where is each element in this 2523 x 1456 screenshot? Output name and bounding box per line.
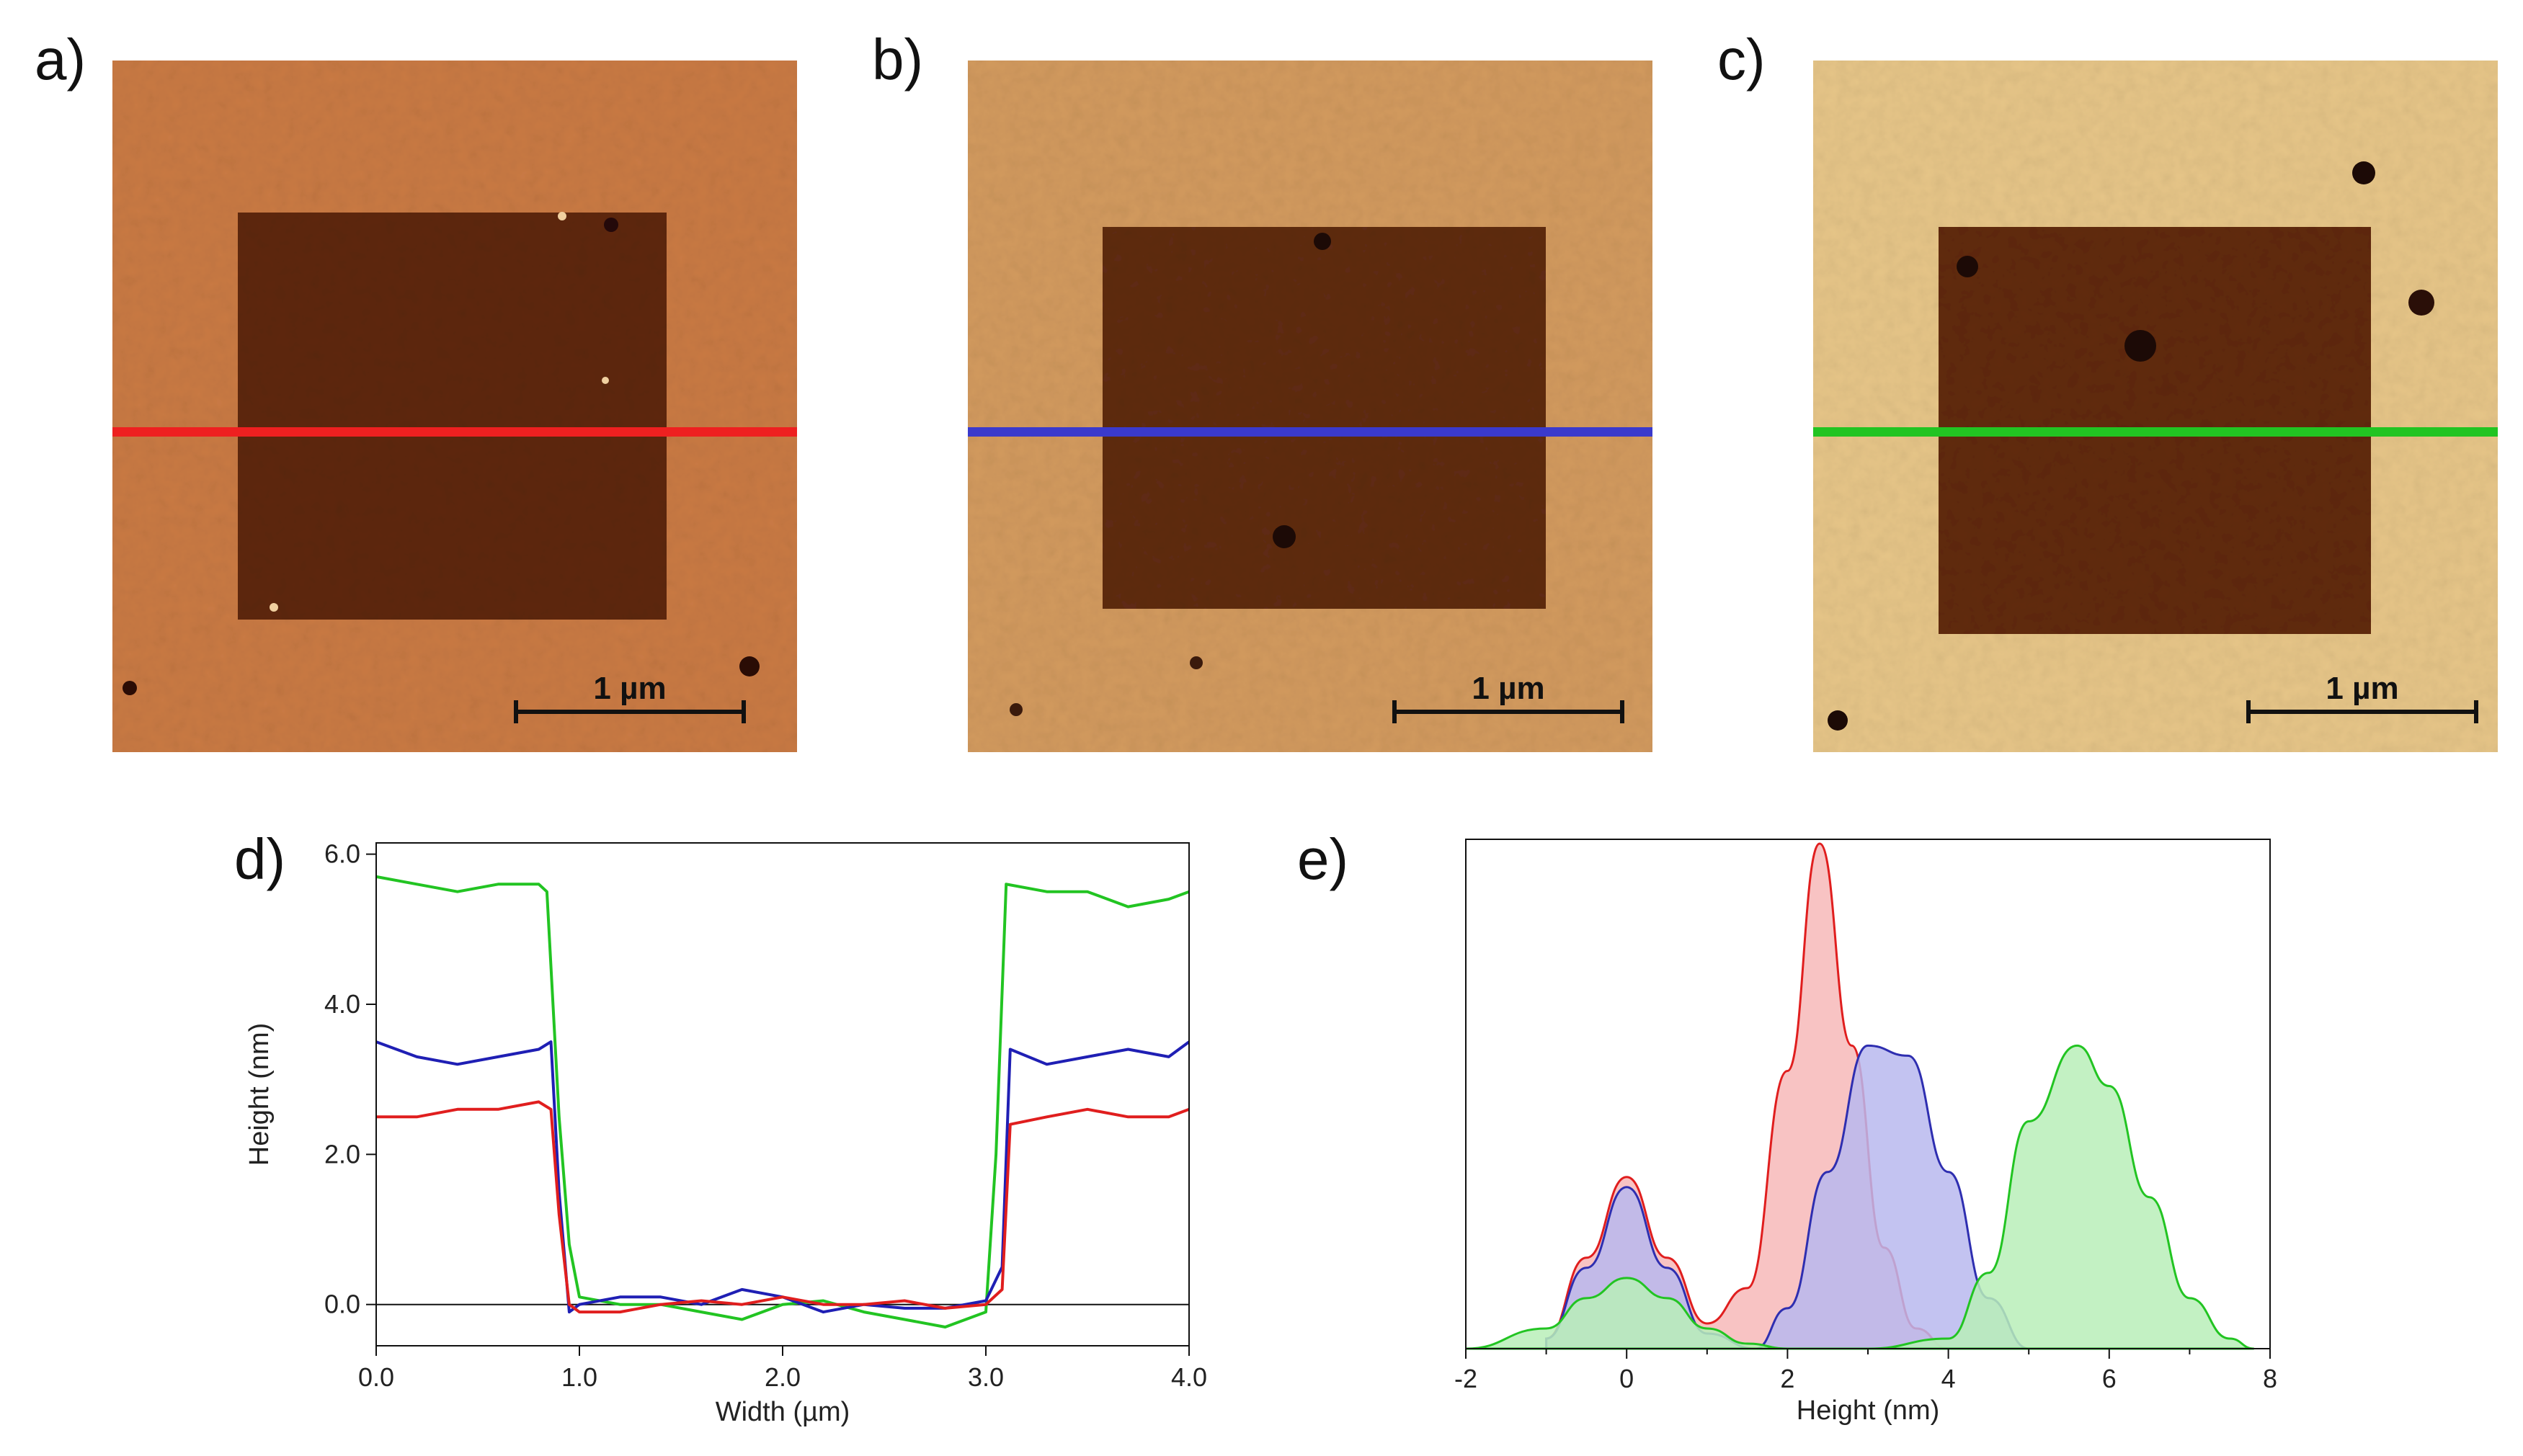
chart-d-y-tick-label: 0.0 [324,1290,360,1319]
chart-e-x-tick-label: 8 [2263,1364,2277,1393]
chart-d-y-tick-label: 6.0 [324,839,360,869]
chart-d-series-green [375,875,1190,1328]
chart-e-series-green [1465,1044,2254,1350]
scale-bar-a: 1 µm [514,671,746,723]
panel-c-label: c) [1717,27,1766,91]
chart-e-x-tick-label: 4 [1941,1364,1956,1393]
chart-d-series-red [376,1100,1190,1314]
profile-line-c [1813,427,2498,437]
chart-e-x-tick-label: 0 [1619,1364,1634,1393]
chart-d-x-tick-label: 4.0 [1171,1362,1207,1392]
chart-e-series-blue [1545,1044,2029,1350]
chart-e-x-tick-label: 6 [2102,1364,2117,1393]
scale-bar-c: 1 µm [2246,671,2478,723]
chart-d-x-tick-label: 0.0 [358,1362,394,1392]
scale-bar-b: 1 µm [1392,671,1624,723]
panel-d-label: d) [234,827,285,891]
scale-bar-c-label: 1 µm [2326,671,2398,706]
chart-d-x-axis-title: Width (µm) [716,1397,850,1427]
chart-d-y-axis-title: Height (nm) [244,1023,275,1166]
afm-image-b: 1 µm [968,61,1652,752]
panel-e-label: e) [1297,827,1348,891]
chart-e-x-tick-label: 2 [1780,1364,1794,1393]
panel-a-label: a) [35,27,86,91]
chart-e-x-tick-label: -2 [1454,1364,1477,1393]
chart-d-x-tick-label: 1.0 [561,1362,597,1392]
chart-d-x-tick-label: 3.0 [968,1362,1004,1392]
scale-bar-a-label: 1 µm [593,671,666,706]
chart-d-series-blue [375,1040,1191,1314]
chart-e: -2 0 2 4 6 8 Height (nm) [1454,839,2277,1426]
chart-d: 0.0 1.0 2.0 3.0 4.0 0.02.04.06.0 Width (µm) … [244,839,1207,1427]
chart-d-y-tick-label: 4.0 [324,989,360,1019]
panel-b-label: b) [872,27,923,91]
scale-bar-b-label: 1 µm [1472,671,1544,706]
afm-image-a: 1 µm [112,61,797,752]
chart-d-y-tick-label: 2.0 [324,1139,360,1169]
chart-d-frame [375,842,1190,1346]
chart-e-x-axis-title: Height (nm) [1797,1395,1940,1426]
profile-line-b [968,427,1652,437]
profile-line-a [112,427,797,437]
afm-image-c: 1 µm [1813,61,2498,752]
chart-d-x-tick-label: 2.0 [765,1362,801,1392]
